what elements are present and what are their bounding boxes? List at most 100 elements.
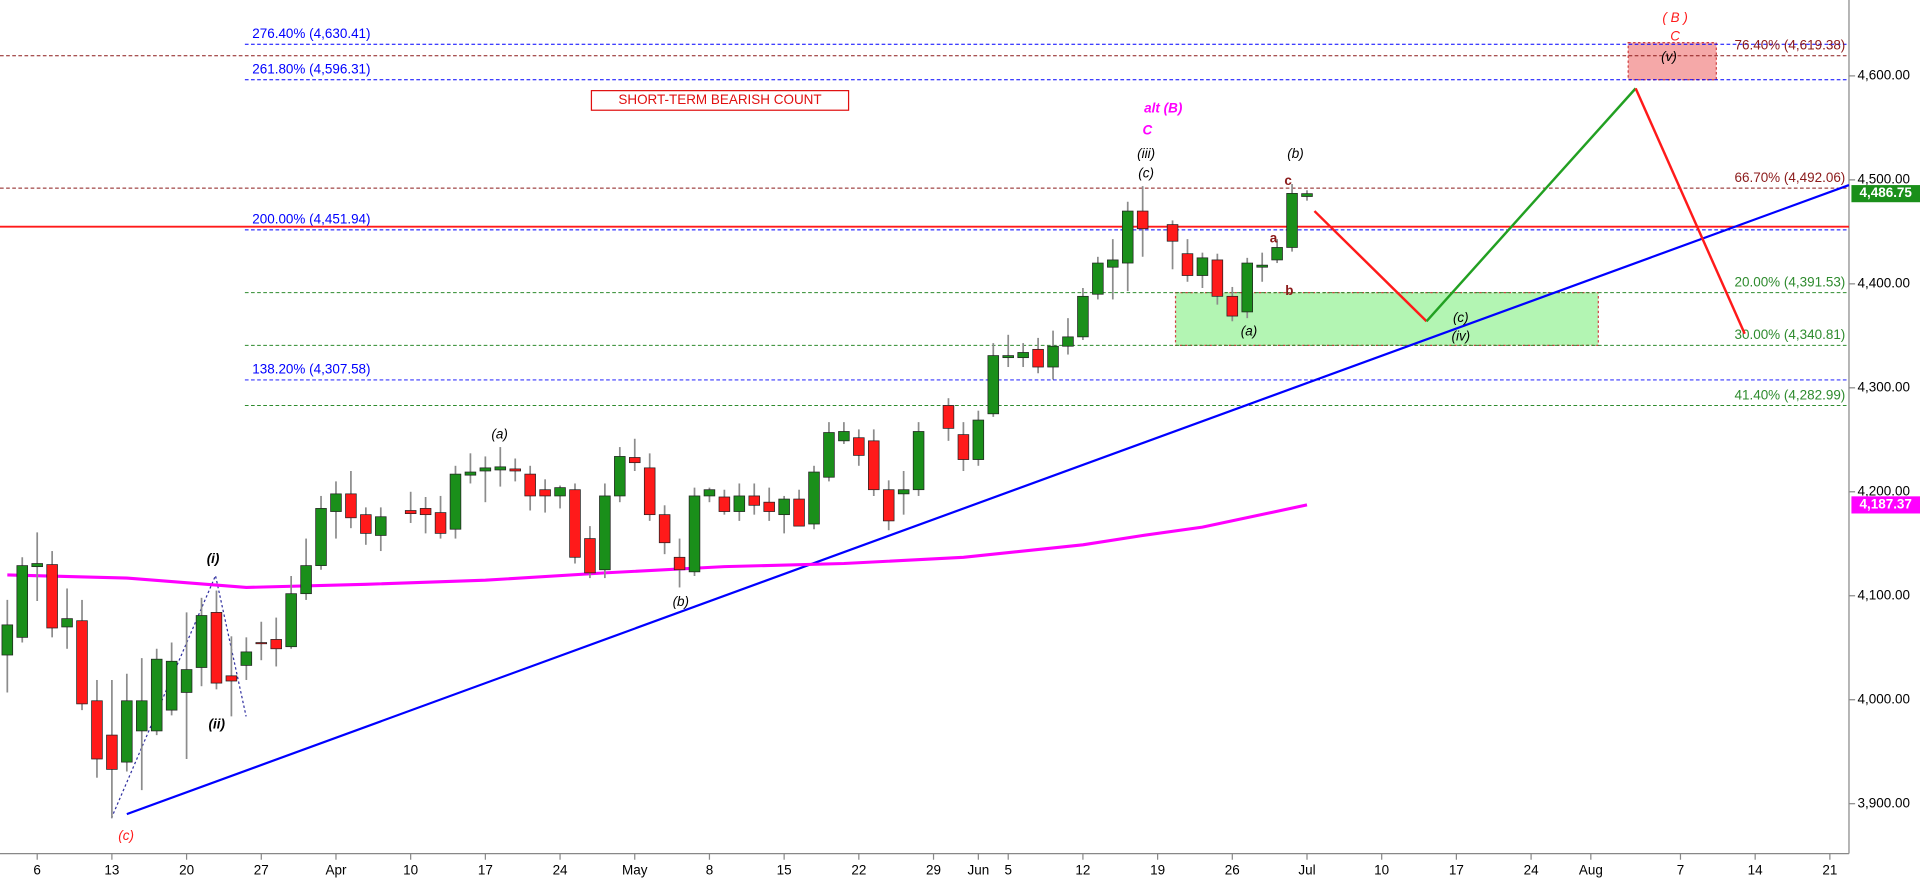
candle-body — [315, 508, 327, 566]
candle-body — [972, 419, 985, 460]
candle-body — [942, 405, 955, 429]
candle-body — [509, 468, 521, 472]
fib-level-label: 20.00% (4,391.53) — [1734, 274, 1845, 289]
candle-body — [1002, 355, 1014, 359]
annotation: (ii) — [209, 717, 226, 732]
candle-body — [1256, 264, 1268, 268]
x-tick-label: 7 — [1677, 862, 1684, 877]
fib-level-label: 200.00% (4,451.94) — [252, 212, 370, 227]
candle-body — [912, 431, 925, 491]
candle-body — [554, 487, 566, 497]
projection-arrow — [1634, 87, 1746, 335]
candle-body — [1062, 336, 1074, 347]
fib-level-label: 138.20% (4,307.58) — [252, 362, 370, 377]
candle-body — [330, 493, 342, 512]
candle-body — [136, 700, 148, 732]
x-tick-label: 8 — [706, 862, 713, 877]
candle-body — [240, 651, 253, 666]
candle-body — [404, 510, 417, 514]
y-tick-label: 4,100.00 — [1858, 587, 1910, 602]
candle-body — [778, 498, 790, 516]
annotation: C — [1670, 28, 1680, 43]
candle-body — [375, 516, 387, 536]
candle-body — [748, 495, 761, 506]
fib-level-label: 261.80% (4,596.31) — [252, 62, 370, 77]
candle-body — [479, 467, 492, 472]
y-tick-label: 4,000.00 — [1858, 691, 1910, 706]
wave-guide — [110, 573, 247, 819]
candle-body — [808, 471, 820, 525]
candle-body — [1211, 259, 1224, 297]
candle-body — [106, 734, 118, 770]
annotation: ( B ) — [1662, 10, 1687, 25]
candle-body — [419, 508, 432, 516]
annotation: (v) — [1661, 49, 1677, 64]
annotation: (c) — [1138, 165, 1154, 180]
x-tick-label: 27 — [254, 862, 269, 877]
x-tick-label: 10 — [1374, 862, 1389, 877]
y-tick-label: 4,200.00 — [1858, 483, 1910, 498]
last-value-badge — [1851, 496, 1920, 514]
x-tick-label: 22 — [851, 862, 866, 877]
x-tick-label: 17 — [1449, 862, 1464, 877]
trendline — [126, 184, 1850, 816]
candle-body — [897, 489, 910, 495]
annotation: c — [1284, 173, 1292, 188]
candle-body — [629, 457, 641, 464]
target-zone — [1627, 42, 1717, 81]
annotation: (b) — [673, 594, 689, 609]
candle-body — [270, 639, 282, 650]
candle-body — [703, 489, 716, 497]
candle-body — [31, 563, 43, 568]
candle-body — [61, 618, 73, 628]
candle-body — [1301, 193, 1313, 197]
candle-body — [614, 456, 626, 497]
candle-body — [494, 466, 507, 471]
candle-body — [673, 556, 686, 571]
candle-body — [1017, 352, 1029, 359]
annotation: C — [1142, 123, 1152, 138]
annotation: (iv) — [1451, 328, 1470, 343]
candle-body — [150, 658, 163, 732]
x-tick-label: Jun — [967, 862, 989, 877]
candle-body — [1092, 262, 1104, 295]
candle-body — [569, 489, 581, 558]
candle-body — [1181, 253, 1194, 276]
projection-arrow — [1313, 210, 1428, 323]
candle-body — [1032, 348, 1044, 368]
x-tick-label: 6 — [33, 862, 40, 877]
x-tick-label: 14 — [1748, 862, 1763, 877]
fib-level-label: 41.40% (4,282.99) — [1734, 387, 1845, 402]
x-tick-label: 29 — [926, 862, 941, 877]
annotation: (a) — [491, 426, 507, 441]
candle-body — [1, 624, 14, 656]
candle-body — [868, 440, 880, 491]
x-tick-label: 5 — [1004, 862, 1011, 877]
x-tick-label: Jul — [1298, 862, 1315, 877]
y-tick-label: 4,600.00 — [1858, 67, 1910, 82]
candle-body — [434, 512, 447, 534]
x-tick-label: 24 — [553, 862, 568, 877]
candle-body — [718, 496, 731, 512]
x-tick-label: 20 — [179, 862, 194, 877]
candle-body — [882, 489, 895, 522]
candle-body — [1047, 345, 1059, 368]
y-tick-label: 4,500.00 — [1858, 171, 1910, 186]
candle-body — [763, 501, 775, 512]
candle-body — [1136, 210, 1149, 230]
candle-body — [121, 700, 133, 763]
candle-body — [1271, 247, 1283, 261]
candle-body — [643, 467, 656, 516]
candle-body — [658, 514, 671, 544]
candle-body — [464, 471, 477, 476]
candle-body — [823, 432, 835, 478]
annotation: (c) — [118, 828, 134, 843]
moving-average — [7, 503, 1308, 589]
annotation: (c) — [1453, 310, 1469, 325]
annotation-box — [590, 90, 850, 111]
candle-body — [599, 495, 611, 571]
candle-body — [300, 565, 312, 595]
candle-body — [1286, 193, 1298, 248]
last-value-label: 4,187.37 — [1859, 496, 1911, 511]
